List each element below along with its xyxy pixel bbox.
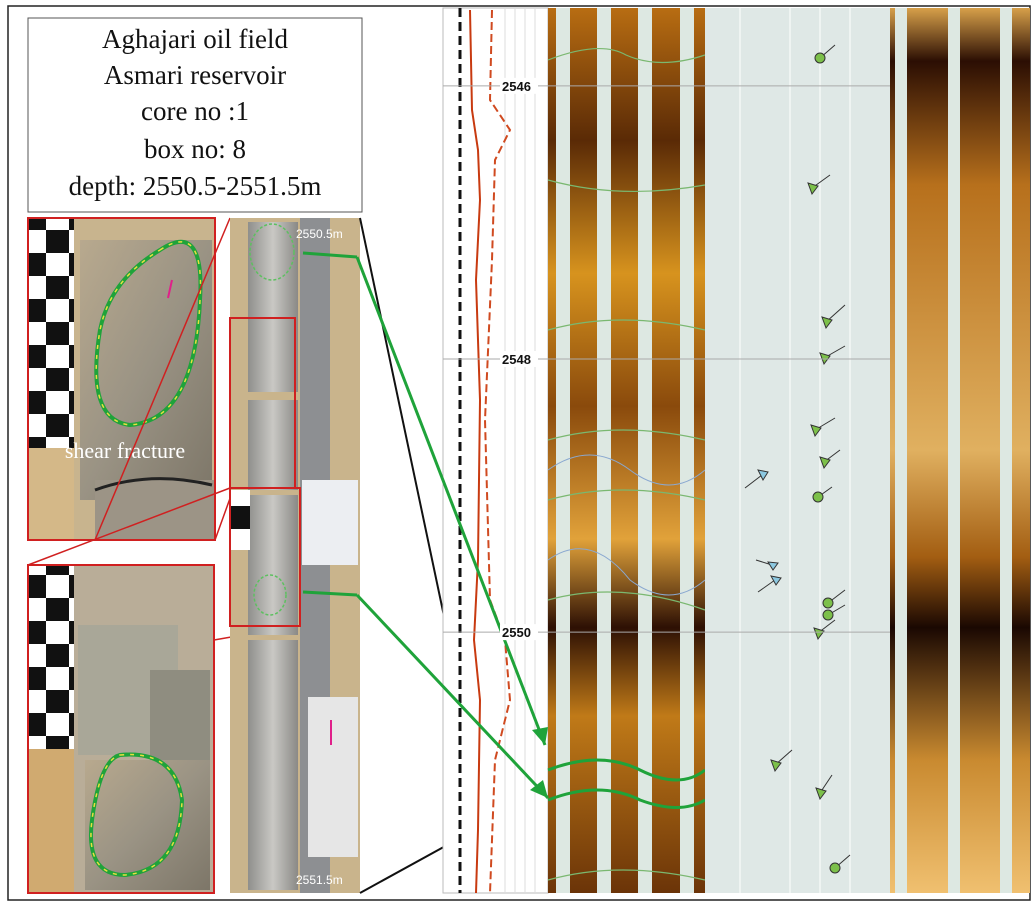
core-photo-bottom (27, 564, 215, 894)
depth-label-bg (500, 624, 538, 641)
fracture-label: shear fracture (65, 438, 185, 463)
title-line: Asmari reservoir (104, 60, 286, 90)
core-photo-top: shear fracture (27, 217, 216, 541)
top-depth-label: 2550.5m (296, 227, 343, 241)
title-line: core no :1 (141, 96, 249, 126)
title-line: box no: 8 (144, 134, 246, 164)
core-box: 2550.5m 2551.5m (229, 218, 360, 893)
depth-label-bg (500, 350, 538, 367)
depth-label-bg (500, 77, 538, 94)
dip-track (705, 8, 890, 893)
bottom-depth-label: 2551.5m (296, 873, 343, 887)
depth-label: 2550 (502, 625, 531, 640)
title-line: depth: 2550.5-2551.5m (69, 171, 322, 201)
depth-label: 2548 (502, 352, 531, 367)
title-box (27, 17, 363, 213)
depth-label: 2546 (502, 79, 531, 94)
image-log (547, 8, 706, 893)
image-log-2 (890, 8, 1030, 893)
log-track (442, 7, 549, 894)
title-line: Aghajari oil field (102, 24, 288, 54)
